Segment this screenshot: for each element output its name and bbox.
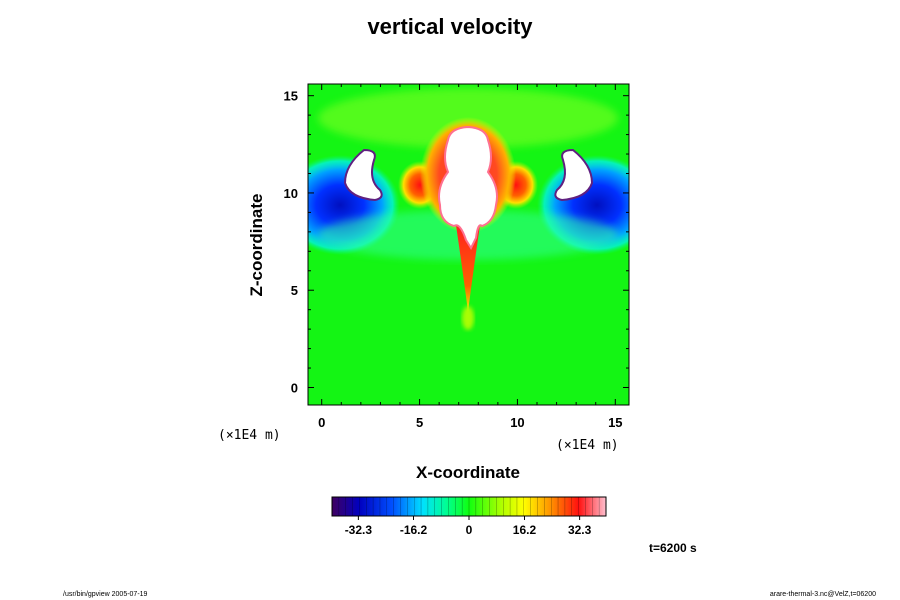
x-tick-label: 0 — [318, 415, 325, 430]
y-tick-label: 15 — [284, 89, 298, 104]
colorbar-tick-label: 16.2 — [513, 523, 537, 537]
axis-ticks: 0 5 10 15 0 5 10 15 — [284, 84, 629, 430]
y-axis-unit: (×1E4 m) — [218, 428, 281, 443]
x-tick-label: 15 — [608, 415, 622, 430]
x-tick-label: 10 — [510, 415, 524, 430]
footer-right: arare-thermal-3.nc@VelZ,t=06200 — [770, 591, 876, 598]
colorbar-tick-label: 0 — [466, 523, 473, 537]
colorbar-tick-label: -32.3 — [345, 523, 373, 537]
footer-left: /usr/bin/gpview 2005-07-19 — [63, 591, 148, 598]
chart-title: vertical velocity — [367, 14, 533, 39]
plot-frame — [307, 83, 630, 406]
x-axis-unit: (×1E4 m) — [556, 438, 619, 453]
colorbar-ticks: -32.3 -16.2 0 16.2 32.3 — [345, 516, 592, 537]
updraft-core-saturated — [438, 125, 498, 251]
left-downdraft-saturated — [343, 148, 383, 202]
y-axis-title: Z-coordinate — [247, 194, 266, 297]
updraft-stem — [456, 225, 480, 312]
right-downdraft-saturated — [554, 148, 594, 202]
colorbar-levels — [331, 497, 607, 516]
x-axis-title: X-coordinate — [416, 463, 520, 482]
x-tick-label: 5 — [416, 415, 423, 430]
y-tick-label: 5 — [291, 283, 298, 298]
heatmap-field — [308, 84, 629, 405]
time-label: t=6200 s — [649, 541, 697, 555]
y-tick-label: 10 — [284, 186, 298, 201]
colorbar-tick-label: 32.3 — [568, 523, 592, 537]
colorbar-tick-label: -16.2 — [400, 523, 428, 537]
y-tick-label: 0 — [291, 380, 298, 395]
